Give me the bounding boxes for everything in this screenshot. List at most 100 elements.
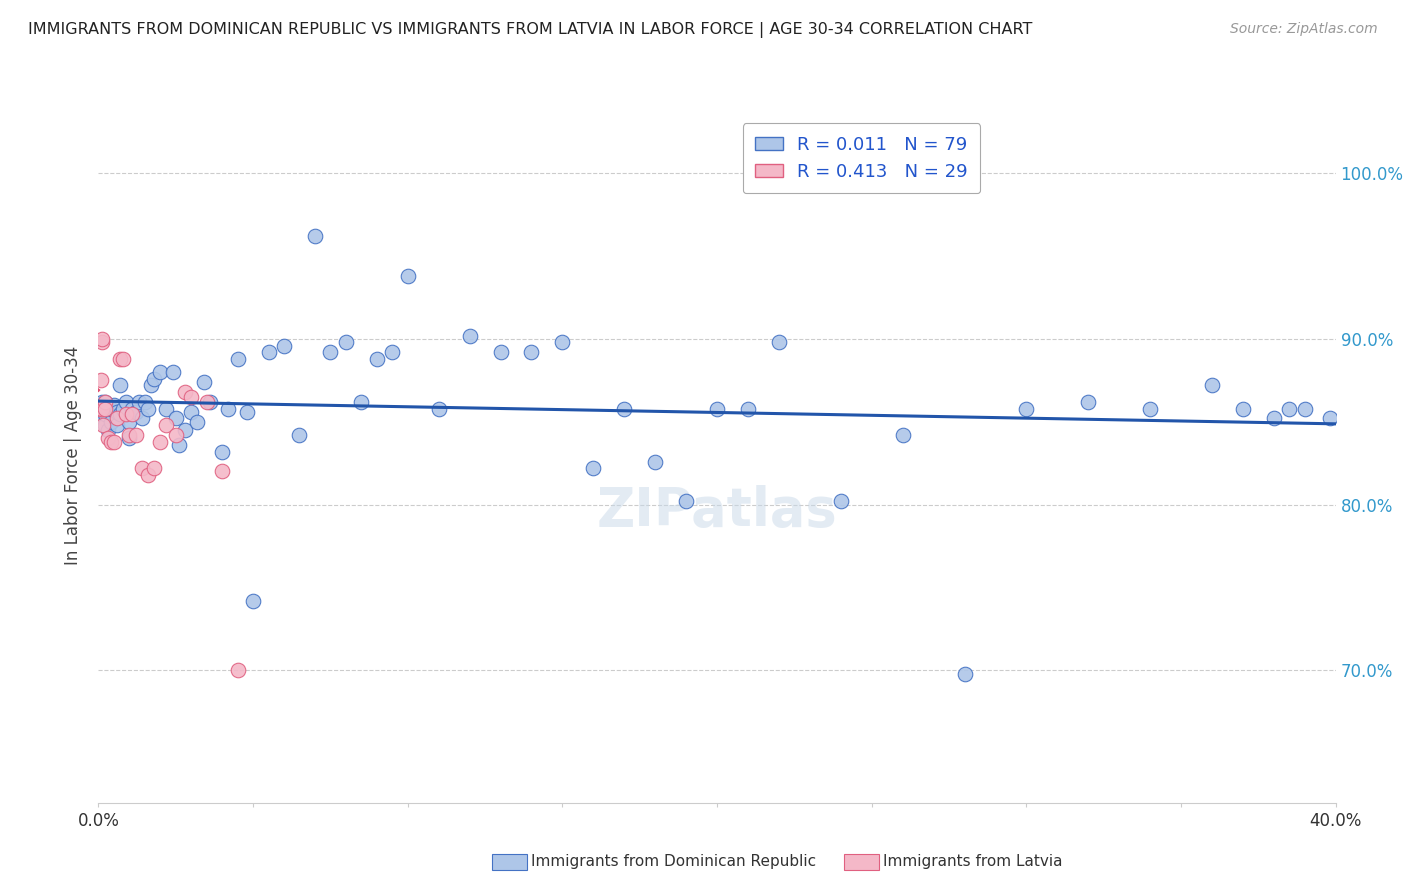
Text: ZIPatlas: ZIPatlas	[596, 484, 838, 537]
Point	[737, 401, 759, 416]
Point	[396, 268, 419, 283]
Point	[211, 465, 233, 479]
Text: IMMIGRANTS FROM DOMINICAN REPUBLIC VS IMMIGRANTS FROM LATVIA IN LABOR FORCE | AG: IMMIGRANTS FROM DOMINICAN REPUBLIC VS IM…	[28, 22, 1032, 38]
Point	[273, 338, 295, 352]
Point	[613, 401, 636, 416]
Point	[118, 415, 141, 429]
Point	[165, 428, 187, 442]
Point	[91, 418, 114, 433]
Point	[136, 467, 159, 482]
Point	[193, 375, 215, 389]
Point	[131, 461, 153, 475]
Point	[134, 395, 156, 409]
Point	[103, 434, 125, 449]
Point	[143, 372, 166, 386]
Point	[112, 401, 135, 416]
Point	[1232, 401, 1254, 416]
Point	[90, 332, 112, 346]
Point	[90, 401, 112, 416]
Point	[304, 229, 326, 244]
Point	[319, 345, 342, 359]
Point	[131, 411, 153, 425]
Point	[90, 407, 112, 421]
Point	[288, 428, 311, 442]
Point	[90, 401, 112, 416]
Point	[162, 365, 184, 379]
Point	[139, 378, 162, 392]
Point	[90, 395, 112, 409]
Legend: R = 0.011   N = 79, R = 0.413   N = 29: R = 0.011 N = 79, R = 0.413 N = 29	[742, 123, 980, 194]
Point	[1319, 411, 1341, 425]
Point	[155, 418, 177, 433]
Point	[217, 401, 239, 416]
Point	[97, 431, 120, 445]
Point	[257, 345, 280, 359]
Point	[115, 407, 138, 421]
Point	[93, 395, 115, 409]
Point	[180, 405, 202, 419]
Point	[174, 384, 197, 399]
Point	[108, 351, 131, 366]
Point	[97, 401, 120, 416]
Point	[381, 345, 404, 359]
Point	[1263, 411, 1285, 425]
Text: Source: ZipAtlas.com: Source: ZipAtlas.com	[1230, 22, 1378, 37]
Point	[1015, 401, 1038, 416]
Point	[174, 423, 197, 437]
Point	[91, 411, 114, 425]
Point	[458, 328, 481, 343]
Point	[226, 663, 249, 677]
Y-axis label: In Labor Force | Age 30-34: In Labor Force | Age 30-34	[65, 345, 83, 565]
Point	[89, 401, 111, 416]
Point	[198, 395, 221, 409]
Point	[90, 373, 112, 387]
Point	[1139, 401, 1161, 416]
Point	[93, 418, 115, 433]
Point	[128, 395, 150, 409]
Point	[186, 415, 208, 429]
Point	[97, 423, 120, 437]
Point	[1278, 401, 1301, 416]
Point	[165, 411, 187, 425]
Point	[100, 401, 122, 416]
Point	[149, 434, 172, 449]
Point	[427, 401, 450, 416]
Point	[121, 407, 143, 421]
Point	[91, 398, 114, 412]
Point	[108, 378, 131, 392]
Point	[706, 401, 728, 416]
Point	[115, 395, 138, 409]
Point	[242, 593, 264, 607]
Point	[830, 494, 852, 508]
Point	[121, 401, 143, 416]
Point	[891, 428, 914, 442]
Point	[366, 351, 388, 366]
Point	[226, 351, 249, 366]
Point	[953, 666, 976, 681]
Point	[118, 431, 141, 445]
Point	[105, 411, 128, 425]
Point	[211, 444, 233, 458]
Point	[105, 405, 128, 419]
Point	[136, 401, 159, 416]
Point	[90, 335, 112, 350]
Point	[100, 434, 122, 449]
Point	[155, 401, 177, 416]
Point	[93, 401, 115, 416]
Point	[124, 428, 146, 442]
Text: Immigrants from Dominican Republic: Immigrants from Dominican Republic	[531, 855, 817, 869]
Point	[180, 390, 202, 404]
Text: Immigrants from Latvia: Immigrants from Latvia	[883, 855, 1063, 869]
Point	[167, 438, 190, 452]
Point	[236, 405, 259, 419]
Point	[89, 407, 111, 421]
Point	[93, 407, 115, 421]
Point	[108, 407, 131, 421]
Point	[520, 345, 543, 359]
Point	[335, 335, 357, 350]
Point	[1077, 395, 1099, 409]
Point	[100, 415, 122, 429]
Point	[105, 418, 128, 433]
Point	[93, 395, 115, 409]
Point	[489, 345, 512, 359]
